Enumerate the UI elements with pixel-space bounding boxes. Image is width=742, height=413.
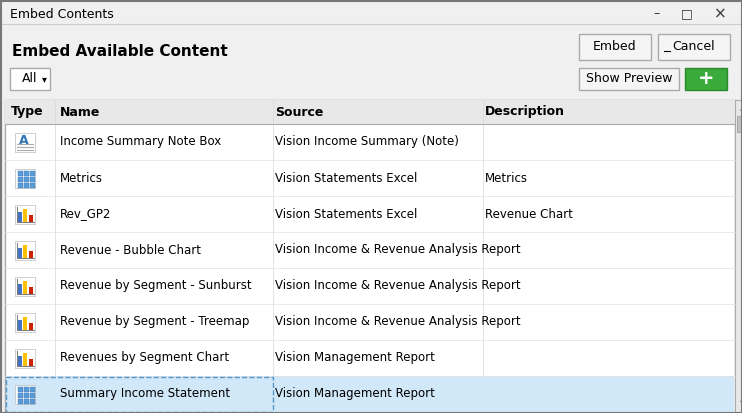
Bar: [30, 183, 35, 188]
Text: Summary Income Statement: Summary Income Statement: [60, 387, 230, 401]
Bar: [30, 177, 35, 182]
Text: Source: Source: [275, 105, 324, 119]
Text: Metrics: Metrics: [60, 171, 103, 185]
Bar: [24, 317, 27, 330]
Text: ×: ×: [714, 7, 726, 21]
Text: ▼: ▼: [740, 399, 742, 408]
Bar: [6, 377, 273, 411]
Text: Type: Type: [11, 105, 44, 119]
Text: Cancel: Cancel: [673, 40, 715, 54]
Text: Metrics: Metrics: [485, 171, 528, 185]
Text: Vision Income & Revenue Analysis Report: Vision Income & Revenue Analysis Report: [275, 316, 521, 328]
Text: Revenue by Segment - Sunburst: Revenue by Segment - Sunburst: [60, 280, 252, 292]
Bar: [30, 393, 35, 398]
Bar: [24, 209, 27, 221]
Bar: [18, 356, 22, 366]
Text: All: All: [22, 73, 38, 85]
Text: Embed Contents: Embed Contents: [10, 7, 114, 21]
Bar: [15, 349, 35, 368]
Text: Revenue - Bubble Chart: Revenue - Bubble Chart: [60, 244, 201, 256]
Bar: [24, 393, 29, 398]
Bar: [30, 171, 35, 176]
Bar: [18, 177, 23, 182]
Bar: [579, 68, 679, 90]
Text: Revenue Chart: Revenue Chart: [485, 207, 573, 221]
Bar: [18, 183, 23, 188]
Bar: [15, 133, 35, 152]
Text: Embed: Embed: [593, 40, 637, 54]
Text: Vision Income & Revenue Analysis Report: Vision Income & Revenue Analysis Report: [275, 280, 521, 292]
Bar: [10, 68, 50, 90]
Bar: [18, 399, 23, 404]
Text: Vision Income Summary (Note): Vision Income Summary (Note): [275, 135, 459, 149]
Bar: [29, 215, 33, 221]
Text: ▾: ▾: [42, 74, 47, 84]
Bar: [15, 169, 35, 188]
Bar: [0, 0, 742, 24]
Text: +: +: [697, 69, 715, 88]
Bar: [15, 277, 35, 296]
Text: Vision Statements Excel: Vision Statements Excel: [275, 171, 417, 185]
Bar: [5, 100, 735, 412]
Bar: [737, 116, 742, 132]
Bar: [15, 241, 35, 259]
Text: Income Summary Note Box: Income Summary Note Box: [60, 135, 221, 149]
Text: Embed Available Content: Embed Available Content: [12, 45, 228, 59]
Text: Vision Management Report: Vision Management Report: [275, 351, 435, 365]
Text: Vision Statements Excel: Vision Statements Excel: [275, 207, 417, 221]
Bar: [18, 393, 23, 398]
Bar: [18, 212, 22, 221]
Text: □: □: [681, 7, 693, 21]
Bar: [29, 323, 33, 330]
Text: Show Preview: Show Preview: [585, 73, 672, 85]
Bar: [29, 251, 33, 258]
Bar: [24, 280, 27, 294]
Text: Description: Description: [485, 105, 565, 119]
Bar: [6, 376, 734, 412]
Bar: [15, 313, 35, 332]
Text: Vision Income & Revenue Analysis Report: Vision Income & Revenue Analysis Report: [275, 244, 521, 256]
Bar: [24, 353, 27, 366]
Bar: [24, 171, 29, 176]
Bar: [15, 204, 35, 223]
Text: Name: Name: [60, 105, 100, 119]
Text: Rev_GP2: Rev_GP2: [60, 207, 111, 221]
Bar: [685, 68, 727, 90]
Bar: [24, 183, 29, 188]
Text: A: A: [19, 134, 29, 147]
Bar: [30, 387, 35, 392]
Bar: [18, 387, 23, 392]
Bar: [18, 248, 22, 258]
Text: Revenues by Segment Chart: Revenues by Segment Chart: [60, 351, 229, 365]
Text: –: –: [654, 7, 660, 21]
Bar: [18, 284, 22, 294]
Bar: [735, 100, 742, 412]
Bar: [24, 177, 29, 182]
Bar: [579, 34, 651, 60]
Bar: [15, 385, 35, 404]
Bar: [24, 244, 27, 258]
Bar: [29, 359, 33, 366]
Bar: [29, 287, 33, 294]
Bar: [658, 34, 730, 60]
Text: Revenue by Segment - Treemap: Revenue by Segment - Treemap: [60, 316, 249, 328]
Bar: [18, 320, 22, 330]
Bar: [30, 399, 35, 404]
Text: Vision Management Report: Vision Management Report: [275, 387, 435, 401]
Bar: [24, 387, 29, 392]
Bar: [5, 100, 735, 124]
Bar: [24, 399, 29, 404]
Text: ▲: ▲: [740, 104, 742, 112]
Bar: [18, 171, 23, 176]
